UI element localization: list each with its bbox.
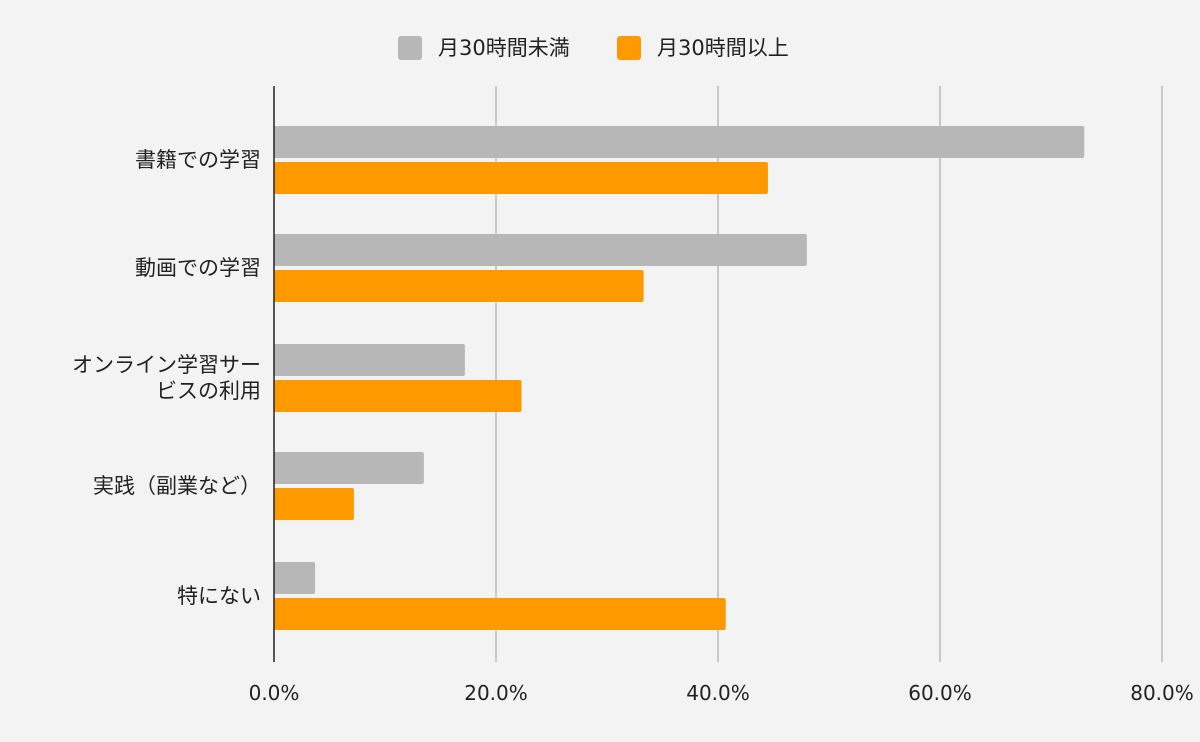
bar-月30時間以上-1 bbox=[274, 270, 644, 302]
category-label-4: 特にない bbox=[177, 584, 261, 608]
x-tick-label-0: 0.0% bbox=[249, 681, 300, 705]
bars bbox=[274, 126, 1085, 630]
x-tick-label-1: 20.0% bbox=[464, 681, 528, 705]
x-tick-labels: 0.0% 20.0% 40.0% 60.0% 80.0% bbox=[249, 681, 1194, 705]
legend: 月30時間未満 月30時間以上 bbox=[398, 36, 789, 60]
bar-月30時間未満-4 bbox=[274, 562, 316, 594]
bar-月30時間未満-0 bbox=[274, 126, 1085, 158]
category-label-1: 動画での学習 bbox=[135, 256, 261, 280]
bar-月30時間未満-2 bbox=[274, 344, 465, 376]
x-tick-label-3: 60.0% bbox=[908, 681, 972, 705]
bar-月30時間以上-0 bbox=[274, 162, 768, 194]
legend-swatch-月30時間未満 bbox=[398, 36, 422, 60]
x-tick-label-4: 80.0% bbox=[1130, 681, 1194, 705]
bar-月30時間未満-3 bbox=[274, 452, 424, 484]
legend-swatch-月30時間以上 bbox=[617, 36, 641, 60]
category-label-0: 書籍での学習 bbox=[135, 148, 261, 172]
bar-月30時間以上-2 bbox=[274, 380, 522, 412]
bar-月30時間未満-1 bbox=[274, 234, 807, 266]
bar-月30時間以上-4 bbox=[274, 598, 726, 630]
bar-月30時間以上-3 bbox=[274, 488, 354, 520]
x-tick-label-2: 40.0% bbox=[686, 681, 750, 705]
category-label-3: 実践（副業など） bbox=[93, 474, 261, 498]
category-label-2-line-1: ビスの利用 bbox=[156, 379, 261, 403]
legend-label-1: 月30時間以上 bbox=[657, 36, 789, 60]
legend-label-0: 月30時間未満 bbox=[438, 36, 570, 60]
category-label-2-line-0: オンライン学習サー bbox=[72, 353, 261, 377]
